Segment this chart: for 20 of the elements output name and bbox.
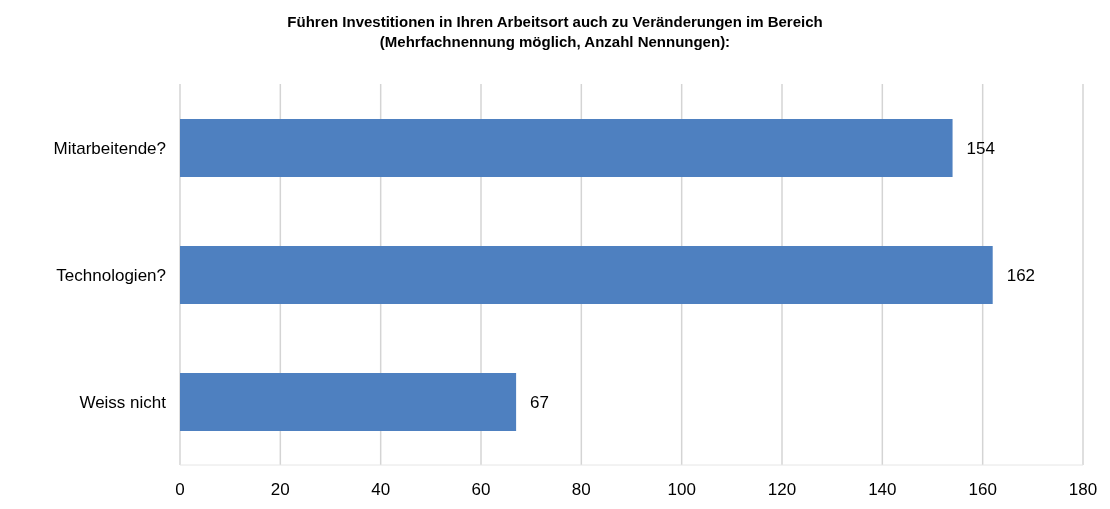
x-tick-label: 40 [371, 480, 391, 500]
x-tick-label: 100 [667, 480, 696, 500]
data-label: 162 [1006, 266, 1036, 286]
x-tick-label: 20 [270, 480, 290, 500]
y-tick-label: Weiss nicht [79, 392, 167, 412]
x-tick-label: 0 [175, 480, 185, 500]
x-tick-label: 140 [868, 480, 897, 500]
bar [180, 119, 953, 177]
y-tick-label: Mitarbeitende? [53, 138, 166, 158]
bar [180, 373, 517, 431]
bar [180, 246, 993, 304]
x-tick-label: 60 [471, 480, 491, 500]
data-label: 67 [530, 393, 550, 413]
chart-title: Führen Investitionen in Ihren Arbeitsort auch zu Veränderungen im Bereich (Mehrfachnennung möglich, Anzahl Nennungen): [286, 12, 824, 52]
x-tick-label: 160 [968, 480, 997, 500]
x-tick-label: 180 [1068, 480, 1098, 500]
x-tick-label: 80 [571, 480, 591, 500]
data-label: 154 [966, 139, 995, 159]
x-tick-label: 120 [767, 480, 797, 500]
y-tick-label: Technologien? [56, 265, 166, 285]
